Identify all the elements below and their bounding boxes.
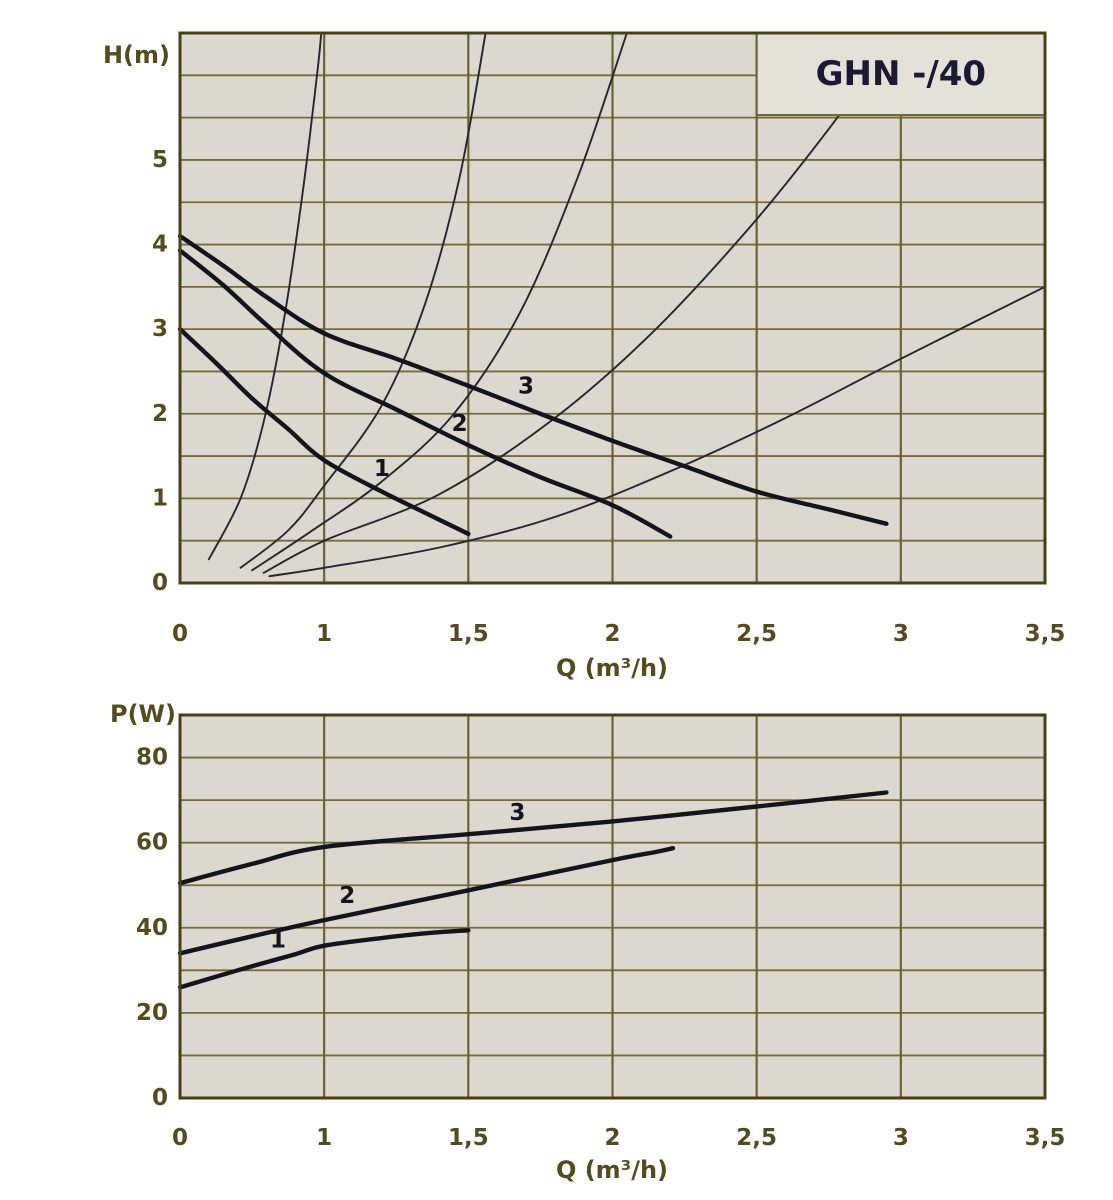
x-axis-title: Q (m³/h) — [556, 1156, 668, 1184]
x-tick-label: 2 — [604, 621, 620, 647]
x-tick-label: 1 — [316, 1125, 332, 1151]
x-tick-label: 0 — [172, 1125, 188, 1151]
head-chart: GHN -/40 1 2 3 0 1 1,5 2 2,5 3 3,5 0 1 2 3 4 5 Q (m³/h) H(… — [103, 31, 1066, 682]
y-tick-label: 60 — [136, 830, 168, 856]
curve-label-3: 3 — [518, 374, 534, 400]
y-tick-label: 1 — [152, 485, 168, 511]
y-axis-title: H(m) — [103, 41, 170, 69]
pump-curve-1 — [177, 326, 471, 537]
x-tick-label: 3,5 — [1025, 1125, 1066, 1151]
pump-curve-3 — [177, 790, 889, 886]
x-tick-label: 3 — [893, 621, 909, 647]
x-tick-label: 3 — [893, 1125, 909, 1151]
y-tick-label: 3 — [152, 316, 168, 342]
x-tick-label: 2,5 — [736, 621, 777, 647]
y-axis-title: P(W) — [110, 700, 176, 728]
system-curve-5 — [268, 285, 1046, 578]
x-tick-label: 2,5 — [736, 1125, 777, 1151]
chart-title-box — [755, 32, 1047, 117]
x-tick-label: 2 — [604, 1125, 620, 1151]
x-tick-label: 1 — [316, 621, 332, 647]
x-tick-label: 0 — [172, 621, 188, 647]
x-axis-title: Q (m³/h) — [556, 654, 668, 682]
pump-curve-3 — [177, 233, 889, 526]
x-tick-label: 3,5 — [1025, 621, 1066, 647]
power-chart: 1 2 3 0 1 1,5 2 2,5 3 3,5 0 20 40 60 80 Q (m³/h) P(W) — [110, 700, 1065, 1184]
y-tick-label: 4 — [152, 232, 168, 258]
x-tick-label: 1,5 — [448, 1125, 489, 1151]
pump-curve-2 — [177, 846, 676, 956]
y-tick-label: 40 — [136, 915, 168, 941]
y-tick-label: 20 — [136, 1000, 168, 1026]
y-tick-label: 0 — [152, 570, 168, 596]
pump-curve-2 — [177, 248, 673, 539]
curve-label-3: 3 — [509, 800, 525, 826]
system-curve-2 — [239, 32, 487, 569]
y-tick-label: 0 — [152, 1085, 168, 1111]
chart-title: GHN -/40 — [816, 54, 987, 94]
pump-curve-1 — [177, 928, 471, 990]
head-plot-border — [178, 31, 1047, 585]
system-curve-4 — [262, 65, 873, 574]
curve-label-1: 1 — [270, 928, 286, 954]
y-tick-label: 80 — [136, 745, 168, 771]
curve-label-2: 2 — [339, 883, 355, 909]
curve-label-2: 2 — [452, 411, 468, 437]
curve-label-1: 1 — [374, 456, 390, 482]
system-curve-1 — [207, 32, 323, 561]
y-tick-label: 2 — [152, 401, 168, 427]
y-tick-label: 5 — [152, 147, 168, 173]
x-tick-label: 1,5 — [448, 621, 489, 647]
power-plot-border — [178, 713, 1047, 1100]
